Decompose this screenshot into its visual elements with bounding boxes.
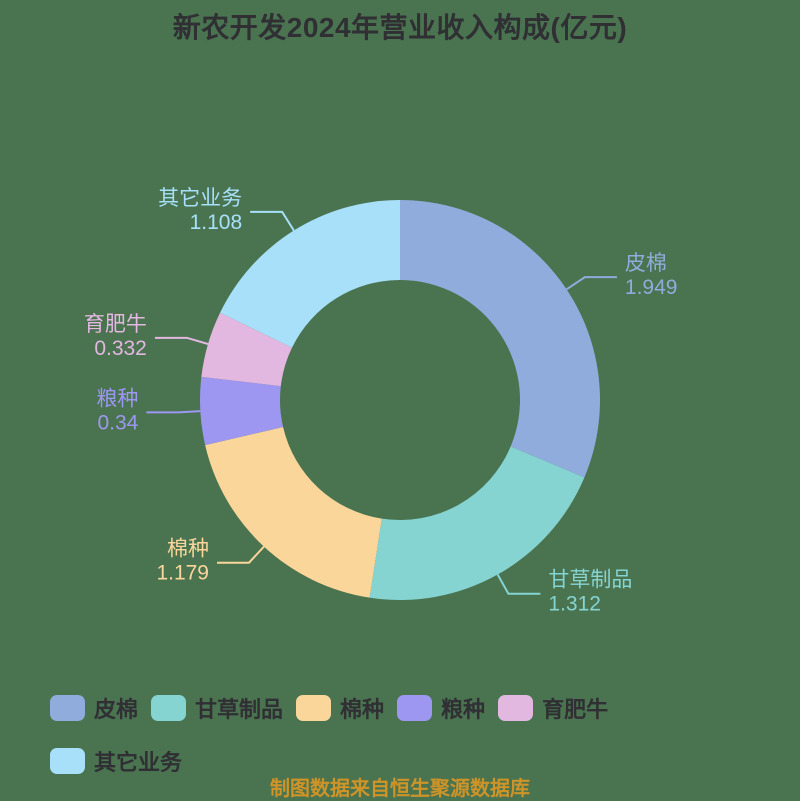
legend-label: 其它业务 [94,750,183,775]
slice-label-4: 育肥牛 [84,313,147,336]
slice-value-3: 0.34 [97,411,138,434]
legend-item-3[interactable]: 粮种 [397,692,485,724]
label-line-0 [566,276,617,291]
legend-label: 粮种 [441,697,486,722]
label-line-4 [154,336,209,345]
slice-label-3: 粮种 [96,387,138,410]
slice-label-5: 其它业务 [158,187,242,210]
pie-slice-3[interactable] [199,376,284,446]
legend-swatch-icon [498,695,534,721]
chart-title: 新农开发2024年营业收入构成(亿元) [172,12,628,43]
legend-swatch-icon [151,695,187,721]
label-line-5 [250,210,295,232]
legend-swatch-icon [50,695,85,721]
pie-slice-4[interactable] [201,312,293,387]
legend-swatch-icon [50,748,85,774]
slice-label-2: 棉种 [167,538,209,561]
slice-value-4: 0.332 [94,337,147,360]
label-line-1 [496,574,541,595]
legend-item-5[interactable]: 其它业务 [50,745,182,777]
pie-slice-0[interactable] [400,200,601,478]
legend-label: 皮棉 [94,697,139,722]
pie-slice-5[interactable] [220,200,400,348]
pie-slice-2[interactable] [205,427,382,598]
label-line-3 [146,410,201,414]
legend-label: 育肥牛 [542,697,609,722]
legend-item-2[interactable]: 棉种 [296,692,384,724]
slice-value-5: 1.108 [190,211,243,234]
slice-label-1: 甘草制品 [548,569,632,592]
legend: 皮棉 甘草制品 棉种 粮种 育肥牛其它业务 [50,692,610,777]
slice-label-0: 皮棉 [625,252,667,275]
legend-swatch-icon [397,695,433,721]
legend-label: 甘草制品 [195,697,284,722]
legend-item-1[interactable]: 甘草制品 [151,692,283,724]
legend-item-4[interactable]: 育肥牛 [498,692,608,724]
slice-value-2: 1.179 [156,562,209,585]
slice-value-0: 1.949 [625,276,678,299]
legend-label: 棉种 [340,697,385,722]
label-line-2 [217,545,265,564]
legend-item-0[interactable]: 皮棉 [50,692,138,724]
pie-slice-1[interactable] [369,446,585,601]
data-source-note: 制图数据来自恒生聚源数据库 [270,778,530,800]
slice-value-1: 1.312 [548,593,601,616]
legend-swatch-icon [296,695,332,721]
